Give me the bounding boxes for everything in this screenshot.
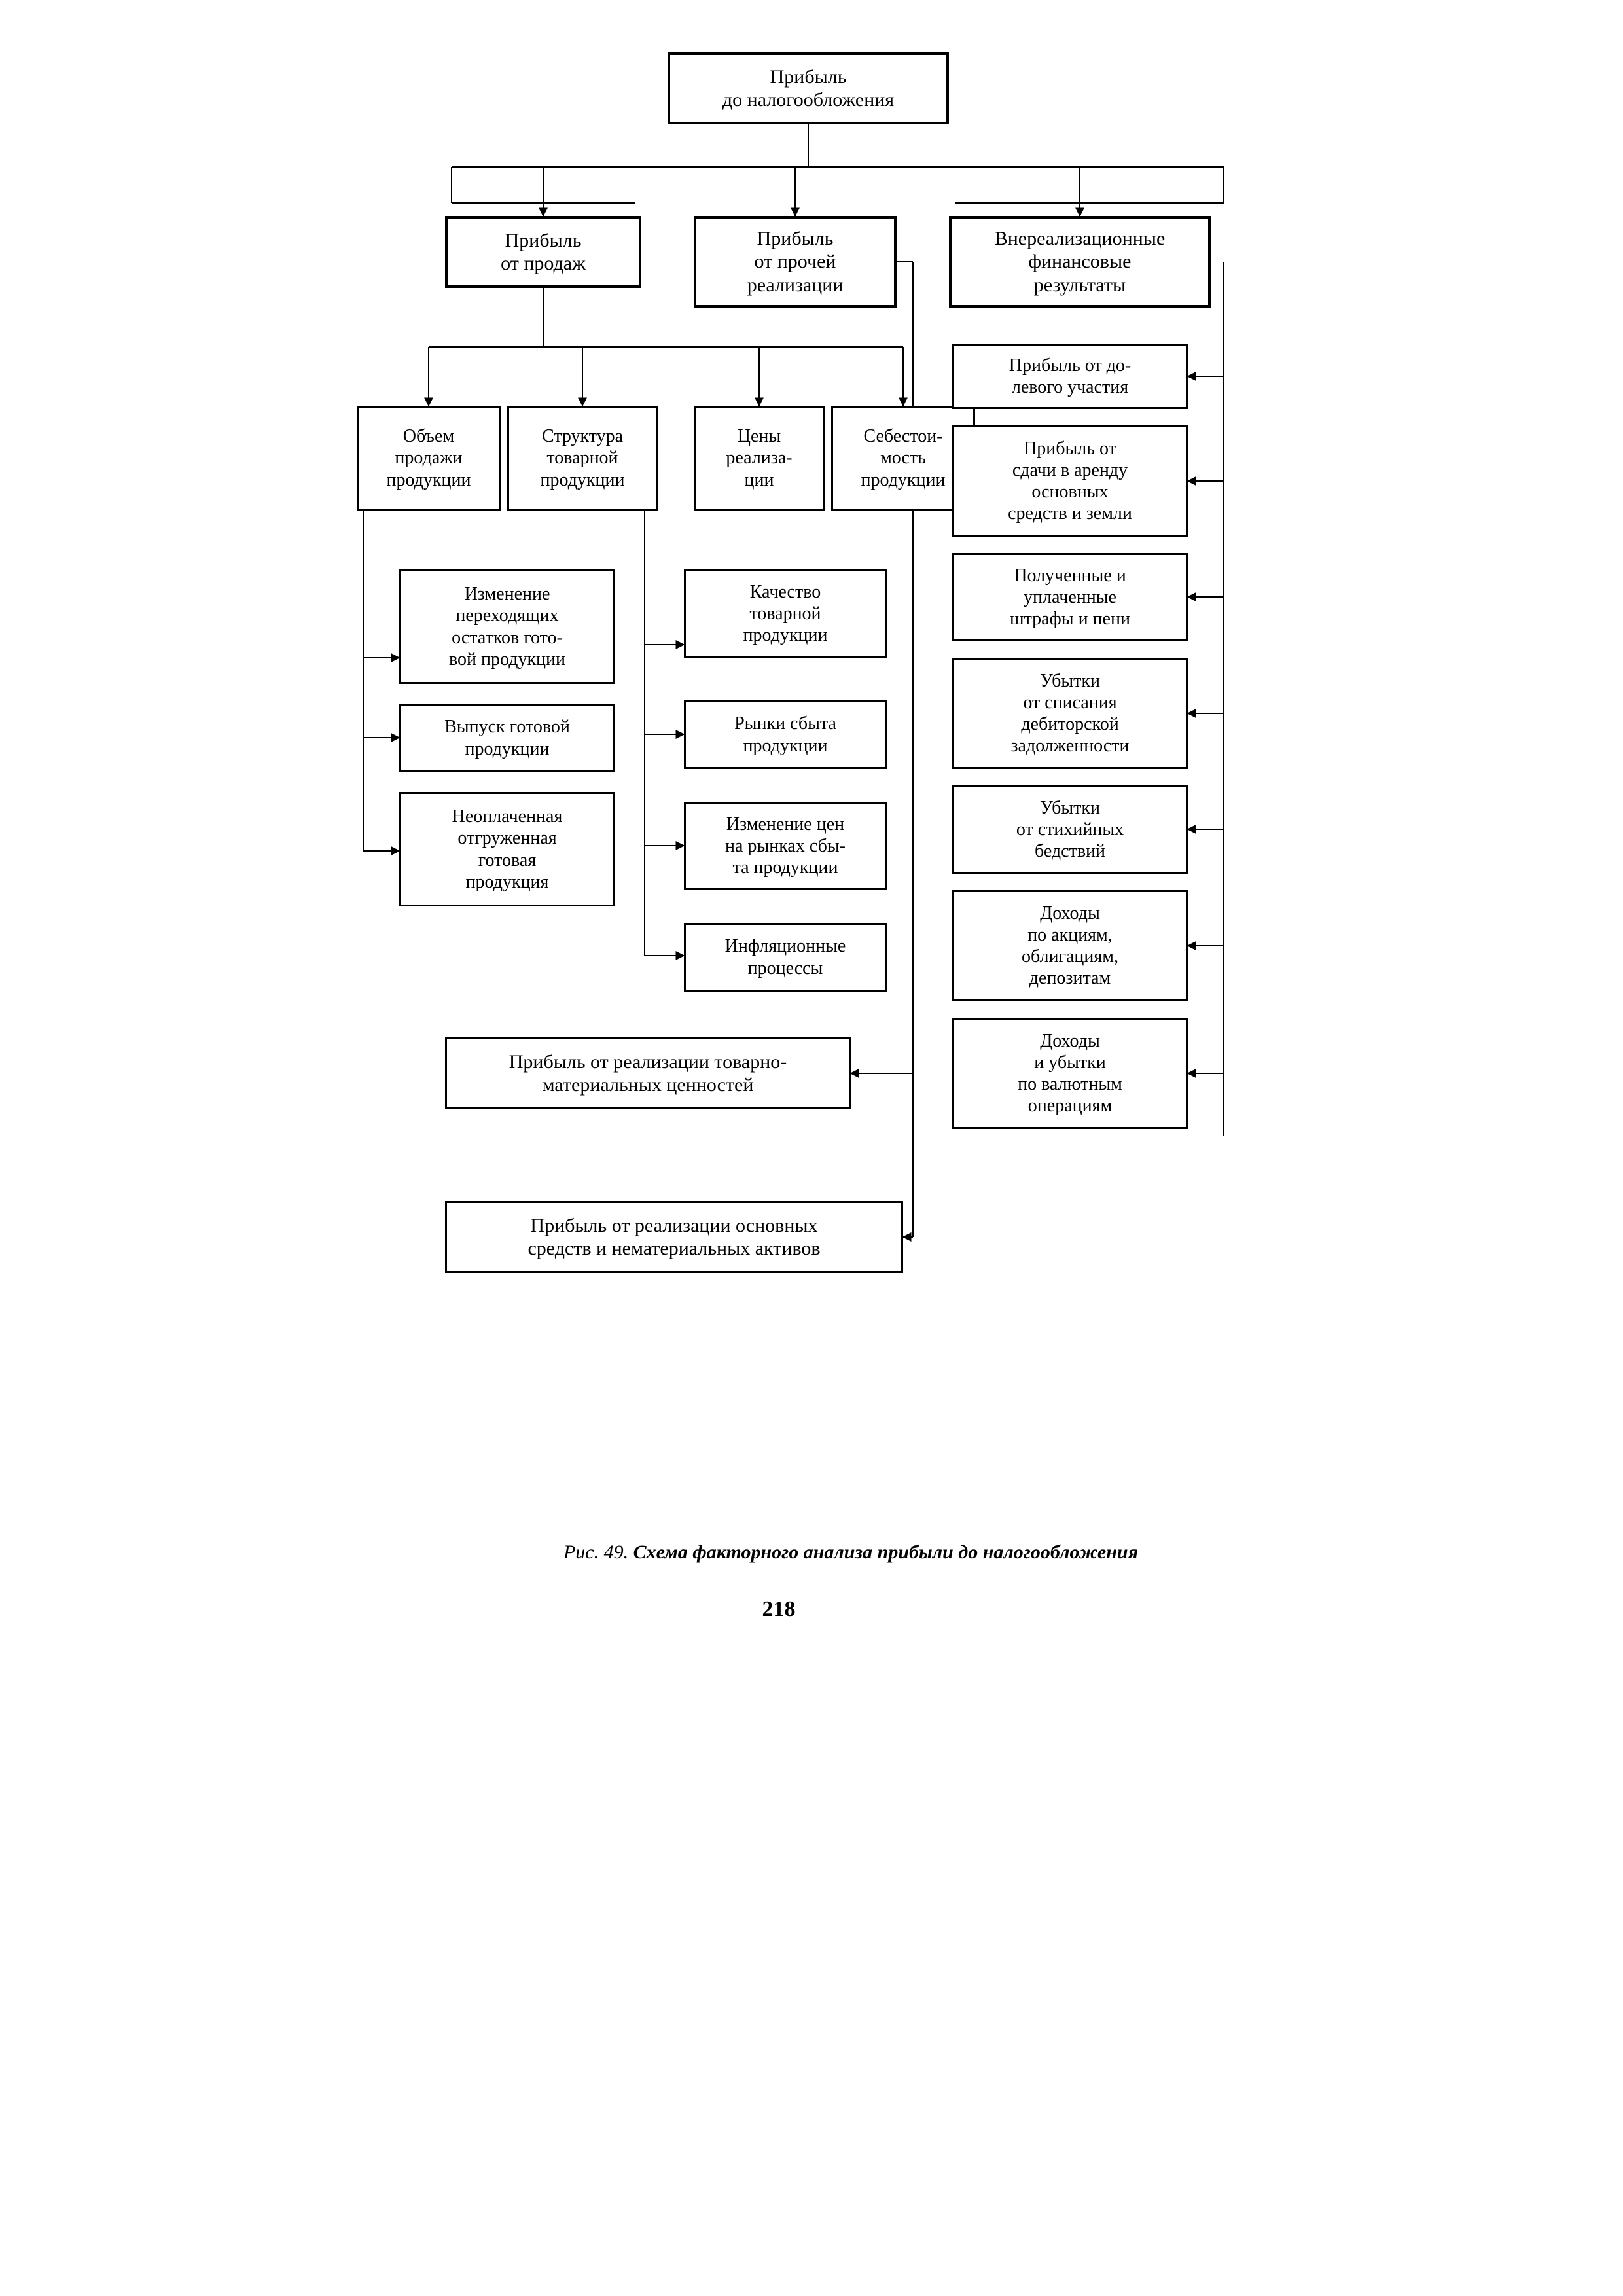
node-tmv: Прибыль от реализации товарно- материаль… (445, 1037, 851, 1109)
node-no3-label: Полученные и уплаченные штрафы и пени (1010, 565, 1130, 630)
node-no6: Доходы по акциям, облигациям, депозитам (952, 890, 1188, 1001)
node-no6-label: Доходы по акциям, облигациям, депозитам (1022, 903, 1118, 989)
node-no5: Убытки от стихийных бедствий (952, 785, 1188, 874)
node-sales: Прибыль от продаж (445, 216, 641, 288)
figure-caption: Рис. 49. Схема факторного анализа прибыл… (458, 1541, 1243, 1564)
node-osna-label: Прибыль от реализации основных средств и… (527, 1214, 820, 1261)
page-number: 218 (746, 1597, 812, 1622)
node-price: Цены реализа- ции (694, 406, 825, 511)
diagram-stage: Рис. 49. Схема факторного анализа прибыл… (0, 0, 1623, 2296)
node-no7: Доходы и убытки по валютным операциям (952, 1018, 1188, 1129)
node-pr1-label: Качество товарной продукции (743, 581, 828, 646)
node-other-label: Прибыль от прочей реализации (747, 227, 844, 296)
node-no7-label: Доходы и убытки по валютным операциям (1018, 1030, 1122, 1117)
node-pr4: Инфляционные процессы (684, 923, 887, 992)
node-root: Прибыль до налогообложения (668, 52, 949, 124)
node-pr3-label: Изменение цен на рынках сбы- та продукци… (725, 814, 846, 878)
node-struct-label: Структура товарной продукции (541, 425, 625, 490)
caption-bold: Схема факторного анализа прибыли до нало… (633, 1541, 1138, 1563)
node-pr2-label: Рынки сбыта продукции (734, 713, 836, 756)
node-no3: Полученные и уплаченные штрафы и пени (952, 553, 1188, 641)
node-osna: Прибыль от реализации основных средств и… (445, 1201, 903, 1273)
node-pr2: Рынки сбыта продукции (684, 700, 887, 769)
node-pr1: Качество товарной продукции (684, 569, 887, 658)
node-root-label: Прибыль до налогообложения (722, 65, 894, 112)
node-vol1: Изменение переходящих остатков гото- вой… (399, 569, 615, 684)
node-vol3: Неоплаченная отгруженная готовая продукц… (399, 792, 615, 906)
node-sales-label: Прибыль от продаж (501, 229, 586, 276)
node-vol-label: Объем продажи продукции (387, 425, 471, 490)
node-struct: Структура товарной продукции (507, 406, 658, 511)
node-no2-label: Прибыль от сдачи в аренду основных средс… (1008, 438, 1132, 524)
node-pr4-label: Инфляционные процессы (725, 935, 846, 978)
node-no1-label: Прибыль от до- левого участия (1009, 355, 1131, 398)
node-no4: Убытки от списания дебиторской задолженн… (952, 658, 1188, 769)
node-no1: Прибыль от до- левого участия (952, 344, 1188, 409)
node-tmv-label: Прибыль от реализации товарно- материаль… (509, 1050, 787, 1097)
node-vol2: Выпуск готовой продукции (399, 704, 615, 772)
node-vol3-label: Неоплаченная отгруженная готовая продукц… (452, 806, 563, 892)
node-no5-label: Убытки от стихийных бедствий (1016, 797, 1124, 862)
node-nonop-label: Внереализационные финансовые результаты (995, 227, 1166, 296)
node-vol: Объем продажи продукции (357, 406, 501, 511)
node-nonop: Внереализационные финансовые результаты (949, 216, 1211, 308)
node-cost-label: Себестои- мость продукции (861, 425, 946, 490)
edges-layer (0, 0, 1623, 2296)
node-pr3: Изменение цен на рынках сбы- та продукци… (684, 802, 887, 890)
node-vol1-label: Изменение переходящих остатков гото- вой… (449, 583, 565, 670)
caption-prefix: Рис. 49. (563, 1541, 633, 1563)
node-no2: Прибыль от сдачи в аренду основных средс… (952, 425, 1188, 537)
node-no4-label: Убытки от списания дебиторской задолженн… (1010, 670, 1129, 757)
node-other: Прибыль от прочей реализации (694, 216, 897, 308)
node-vol2-label: Выпуск готовой продукции (444, 716, 570, 759)
node-price-label: Цены реализа- ции (726, 425, 792, 490)
